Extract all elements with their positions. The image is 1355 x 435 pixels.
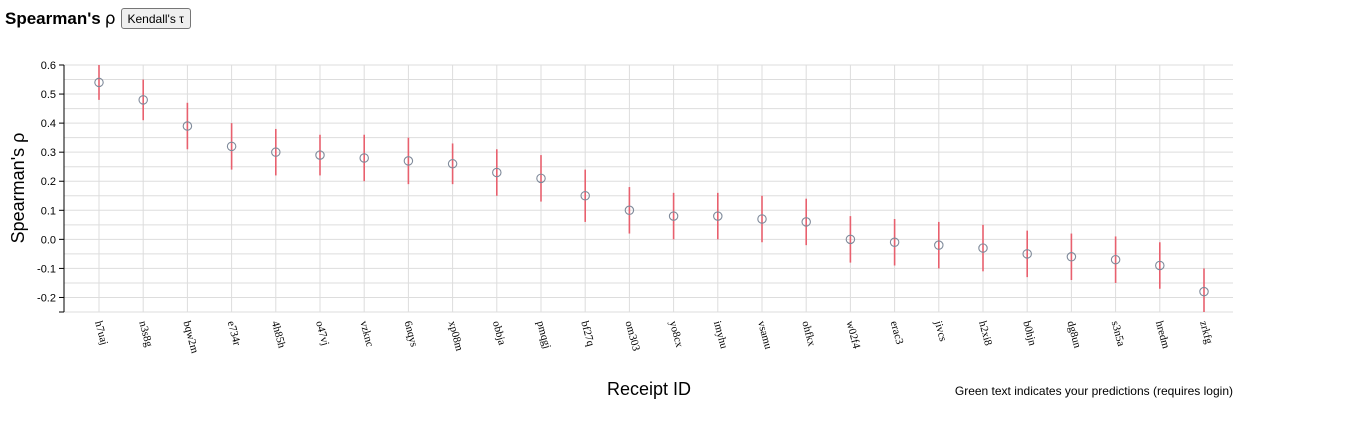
data-point [978,243,988,253]
data-point [713,211,723,221]
data-point [1066,252,1077,262]
data-point [801,217,811,227]
x-tick-label: s3n5a [1109,320,1127,348]
y-tick-label: -0.1 [37,263,56,275]
y-tick-label: 0.0 [41,234,56,246]
y-tick-label: 0.6 [41,60,56,72]
x-tick-label: hredm [1153,320,1172,351]
y-tick-label: 0.5 [41,89,56,101]
x-tick-label: h7uaj [92,320,110,347]
y-tick-label: 0.1 [41,205,56,217]
data-point [403,156,414,166]
x-tick-label: o47vj [313,320,331,347]
data-point [536,173,546,184]
data-point [757,214,767,224]
x-tick-label: n3s8g [136,320,155,349]
x-tick-label: obbja [490,320,508,347]
data-point [889,237,900,248]
data-point [580,191,590,201]
x-tick-label: b0hjn [1020,320,1038,348]
axis-layer: -0.2 -0.1 0.0 0.1 0.2 0.3 0.4 0.5 0.6 h7uaj n3s8g b… [37,60,1215,355]
data-point [845,234,856,245]
x-tick-label: xp08m [446,320,466,353]
data-point [94,77,104,88]
data-point [668,211,679,221]
data-layer [94,65,1209,312]
data-point [447,159,458,169]
y-tick-label: -0.2 [37,292,56,304]
x-tick-label: imyhu [711,320,730,351]
grid-layer [64,64,1233,313]
data-point [492,167,502,178]
y-tick-label: 0.3 [41,147,56,159]
x-tick-label: e734r [225,320,243,348]
data-point [182,121,193,131]
x-tick-label: 4h85h [269,320,288,350]
x-tick-label: erac3 [888,320,906,347]
x-tick-label: pmqgj [534,320,553,350]
x-tick-label: h2xi8 [976,320,994,348]
x-tick-label: vzknc [357,320,375,349]
y-axis-title: Spearman's ρ [8,133,28,244]
x-tick-label: w02f4 [844,320,863,351]
page-title: Spearman's [5,8,101,28]
x-tick-label: bf27q [578,320,596,348]
x-tick-label: bqw2m [181,320,201,355]
data-point [1022,249,1032,259]
data-point [1199,286,1209,297]
data-point [226,141,237,152]
x-tick-label: 6nqys [402,320,420,348]
header: Spearman's ρ Kendall's τ [5,8,191,29]
data-point [934,240,944,250]
x-tick-label: vsamu [755,320,774,351]
data-point [1110,254,1121,265]
y-tick-label: 0.4 [41,118,56,130]
data-point [138,95,148,105]
data-point [359,153,369,163]
data-point [1155,260,1165,271]
title-symbol: ρ [104,8,116,29]
data-point [624,205,635,216]
x-axis-title: Receipt ID [607,379,691,399]
x-tick-label: dg8un [1065,320,1084,350]
x-tick-label: jivcs [932,319,949,343]
data-point [315,150,325,160]
x-tick-label: om303 [623,320,643,353]
kendalls-tau-toggle-button[interactable]: Kendall's τ [120,8,191,29]
x-tick-label: zrkfg [1197,320,1215,346]
y-tick-label: 0.2 [41,176,56,188]
data-point [271,147,281,157]
x-tick-label: ohfkx [799,320,817,348]
x-tick-label: yo8cx [667,320,686,350]
predictions-note: Green text indicates your predictions (r… [955,384,1233,398]
